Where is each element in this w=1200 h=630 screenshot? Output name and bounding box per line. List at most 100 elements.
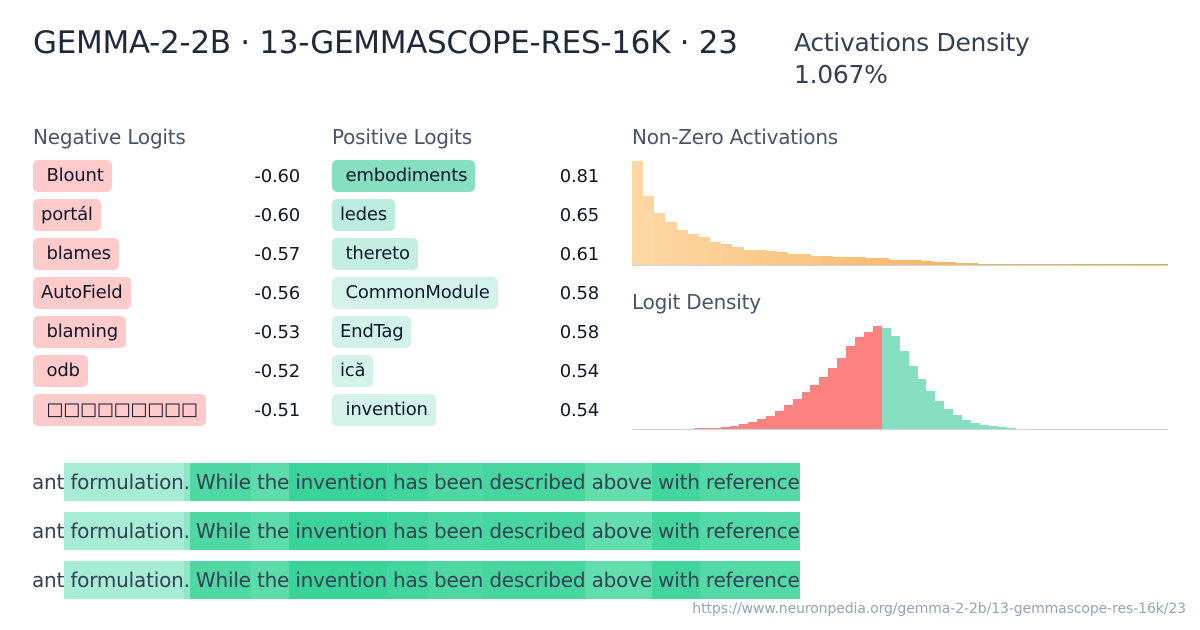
logit-token[interactable]: □□□□□□□□□ — [33, 394, 206, 426]
histogram-bar — [988, 426, 998, 429]
example-token[interactable]: has — [386, 463, 428, 501]
example-token[interactable]: formulation — [64, 561, 184, 599]
logit-density-histogram — [632, 324, 1168, 429]
activation-example-row[interactable]: ant formulation. While the invention has… — [32, 463, 800, 501]
histogram-bar — [828, 368, 838, 429]
histogram-bar — [801, 392, 811, 429]
histogram-bar — [899, 351, 909, 429]
example-token[interactable]: . — [183, 463, 190, 501]
logit-value: -0.60 — [254, 166, 300, 187]
example-token[interactable]: formulation — [64, 463, 184, 501]
logit-token[interactable]: portál — [33, 199, 101, 231]
histogram-bar — [910, 260, 923, 265]
logit-token[interactable]: EndTag — [332, 316, 412, 348]
histogram-bar — [739, 424, 748, 429]
histogram-bar — [1033, 264, 1045, 265]
histogram-bar — [922, 261, 934, 265]
histogram-bar — [944, 262, 956, 265]
example-token[interactable]: ant — [32, 568, 65, 592]
example-token[interactable]: While — [189, 463, 251, 501]
histogram-bar — [888, 260, 900, 265]
example-token[interactable]: While — [189, 512, 251, 550]
example-token[interactable]: the — [250, 561, 289, 599]
histogram-bar — [944, 409, 954, 429]
logit-value: 0.81 — [559, 166, 599, 187]
example-token[interactable]: above — [585, 463, 652, 501]
example-token[interactable]: invention — [289, 512, 387, 550]
histogram-bar — [654, 213, 666, 265]
example-token[interactable]: has — [386, 561, 428, 599]
example-token[interactable]: described — [483, 463, 586, 501]
histogram-bar — [783, 405, 793, 429]
example-token[interactable]: ant — [32, 519, 65, 543]
example-token[interactable]: formulation — [64, 512, 184, 550]
histogram-bar — [955, 263, 967, 265]
histogram-bar — [1011, 264, 1023, 265]
histogram-bar — [953, 415, 963, 429]
histogram-bar — [765, 251, 778, 265]
logit-token[interactable]: AutoField — [33, 277, 131, 309]
histogram-bar — [966, 263, 978, 265]
logit-token[interactable]: blames — [33, 238, 119, 270]
histogram-bar — [730, 426, 740, 429]
logit-token[interactable]: blaming — [33, 316, 126, 348]
example-token[interactable]: . — [183, 561, 190, 599]
logit-token[interactable]: ică — [332, 355, 374, 387]
example-token[interactable]: reference — [699, 512, 800, 550]
source-url[interactable]: https://www.neuronpedia.org/gemma-2-2b/1… — [692, 601, 1186, 617]
negative-logits-row: blaming -0.53 — [33, 316, 303, 355]
example-token[interactable]: ant — [32, 470, 65, 494]
histogram-bar — [1022, 264, 1034, 265]
example-token[interactable]: reference — [699, 561, 800, 599]
logit-token[interactable]: ledes — [332, 199, 395, 231]
histogram-bar — [837, 358, 847, 429]
histogram-bar — [1111, 264, 1123, 265]
example-token[interactable]: invention — [289, 463, 387, 501]
activation-example-row[interactable]: ant formulation. While the invention has… — [32, 561, 800, 599]
positive-logits-row: thereto 0.61 — [332, 238, 602, 277]
example-token[interactable]: above — [585, 561, 652, 599]
histogram-bar — [1000, 264, 1012, 265]
histogram-bar — [698, 237, 711, 265]
histogram-bar — [819, 377, 829, 429]
example-token[interactable]: While — [189, 561, 251, 599]
histogram-bar — [866, 258, 878, 265]
example-token[interactable]: has — [386, 512, 428, 550]
example-token[interactable]: invention — [289, 561, 387, 599]
positive-logits-list: embodiments 0.81 ledes 0.65 thereto 0.61 Com… — [332, 160, 602, 433]
histogram-bar — [926, 391, 936, 429]
negative-logits-list: Blount -0.60 portál -0.60 blames -0.57 AutoFi… — [33, 160, 303, 433]
example-token[interactable]: the — [250, 463, 289, 501]
logit-token[interactable]: embodiments — [332, 160, 476, 192]
example-token[interactable]: been — [427, 512, 483, 550]
histogram-bar — [1156, 264, 1168, 265]
example-token[interactable]: been — [427, 561, 483, 599]
example-token[interactable]: with — [651, 463, 700, 501]
histogram-bar — [676, 230, 688, 265]
logit-token[interactable]: invention — [332, 394, 436, 426]
negative-logits-heading: Negative Logits — [33, 125, 186, 149]
histogram-bar — [1044, 264, 1056, 265]
example-token[interactable]: the — [250, 512, 289, 550]
logit-value: -0.57 — [254, 244, 300, 265]
example-token[interactable]: reference — [699, 463, 800, 501]
logit-token[interactable]: thereto — [332, 238, 418, 270]
histogram-bar — [977, 264, 989, 265]
logit-token[interactable]: CommonModule — [332, 277, 498, 309]
example-token[interactable]: with — [651, 561, 700, 599]
logit-token[interactable]: Blount — [33, 160, 112, 192]
activation-example-row[interactable]: ant formulation. While the invention has… — [32, 512, 800, 550]
page-title: GEMMA-2-2B · 13-GEMMASCOPE-RES-16K · 23 — [33, 25, 738, 61]
example-token[interactable]: above — [585, 512, 652, 550]
example-token[interactable]: with — [651, 512, 700, 550]
example-token[interactable]: described — [483, 512, 586, 550]
example-token[interactable]: described — [483, 561, 586, 599]
example-token[interactable]: . — [183, 512, 190, 550]
nonzero-activations-histogram — [632, 160, 1168, 265]
histogram-bar — [754, 250, 766, 265]
negative-logits-row: □□□□□□□□□ -0.51 — [33, 394, 303, 433]
logit-token[interactable]: odb — [33, 355, 88, 387]
example-token[interactable]: been — [427, 463, 483, 501]
density-label: Activations Density — [794, 28, 1030, 57]
histogram-bar — [1134, 264, 1146, 265]
